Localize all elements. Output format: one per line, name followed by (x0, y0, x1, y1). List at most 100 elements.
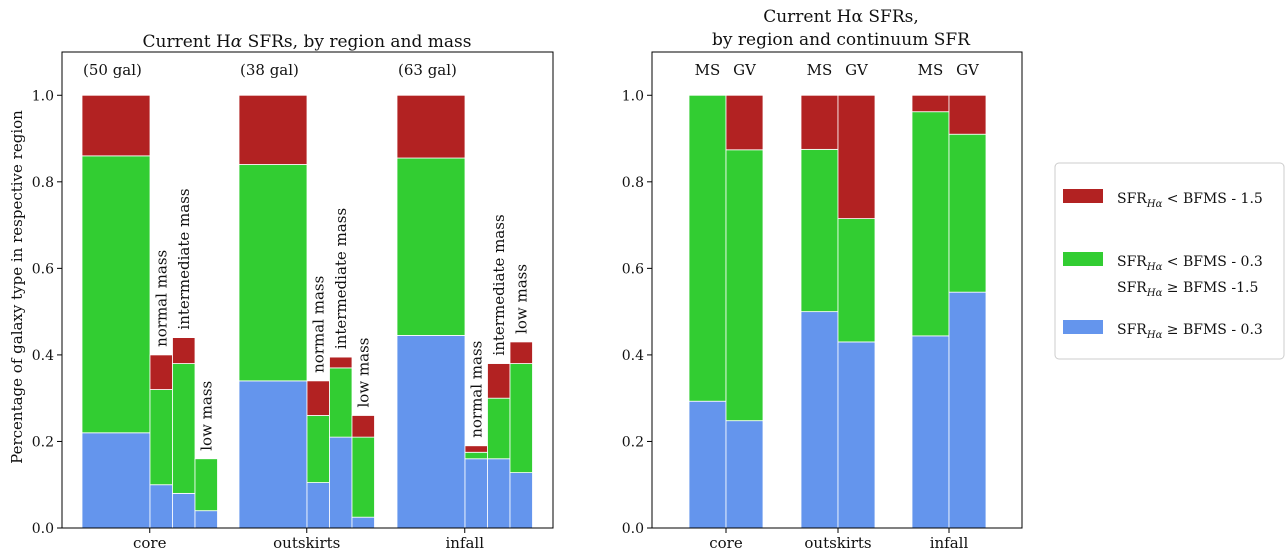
bar-core-normal-mass-segment-between-bfms-0.3-and-1.5 (149, 389, 173, 486)
bar-infall-all-segment-above-bfms-0.3 (396, 335, 466, 529)
y-tick-label: 1.0 (622, 88, 644, 104)
y-tick-label: 0.8 (32, 175, 54, 191)
sub-bar-label: GV (845, 61, 869, 79)
bar-outskirts-MS-segment-above-bfms-0.3 (800, 311, 839, 529)
bar-core-all-segment-above-bfms-0.3 (81, 432, 151, 529)
legend-label: SFRHα < BFMS - 1.5 (1117, 191, 1263, 210)
bar-core-intermediate-mass-segment-below-bfms-1.5 (172, 337, 196, 364)
annotations: (50 gal)normal mass intermediate masslow … (83, 61, 530, 451)
bar-core-normal-mass-segment-below-bfms-1.5 (149, 354, 173, 390)
bar-core-GV-segment-below-bfms-1.5 (725, 94, 764, 151)
bar-outskirts-all-segment-above-bfms-0.3 (238, 380, 308, 529)
bar-outskirts-normal-mass-segment-above-bfms-0.3 (306, 482, 330, 529)
bar-outskirts-MS-segment-between-bfms-0.3-and-1.5 (800, 148, 839, 313)
bar-core-all-segment-between-bfms-0.3-and-1.5 (81, 155, 151, 434)
sub-bar-label: intermediate mass (175, 188, 193, 329)
group-count-label: (63 gal) (398, 61, 457, 79)
bar-core-MS-segment-above-bfms-0.3 (688, 400, 727, 529)
x-tick-label: outskirts (804, 534, 871, 549)
bar-infall-MS-segment-between-bfms-0.3-and-1.5 (911, 111, 950, 337)
bar-outskirts-normal-mass-segment-between-bfms-0.3-and-1.5 (306, 415, 330, 483)
bar-core-low-mass-segment-above-bfms-0.3 (194, 510, 218, 529)
chart-title-line-2: by region and continuum SFR (712, 30, 971, 50)
annotations: MS GV MS GV MS GV (695, 61, 980, 79)
chart-panel-by-mass: Current Hα SFRs, by region and mass Perc… (8, 32, 554, 549)
bar-infall-low-mass-segment-above-bfms-0.3 (509, 472, 533, 529)
bar-outskirts-GV-segment-between-bfms-0.3-and-1.5 (837, 218, 876, 343)
bar-outskirts-MS-segment-below-bfms-1.5 (800, 94, 839, 150)
bar-infall-GV-segment-below-bfms-1.5 (948, 94, 987, 135)
bar-outskirts-low-mass-segment-above-bfms-0.3 (351, 516, 375, 529)
bar-outskirts-all-segment-between-bfms-0.3-and-1.5 (238, 164, 308, 382)
bar-infall-intermediate-mass-segment-below-bfms-1.5 (487, 363, 511, 399)
x-tick-label: core (709, 534, 743, 549)
sub-bar-label: low mass (197, 381, 215, 451)
bar-infall-low-mass-segment-between-bfms-0.3-and-1.5 (509, 363, 533, 474)
bar-outskirts-GV-segment-above-bfms-0.3 (837, 341, 876, 529)
bar-infall-all-segment-between-bfms-0.3-and-1.5 (396, 157, 466, 336)
legend-swatch (1063, 320, 1103, 334)
y-axis-label: Percentage of galaxy type in respective … (8, 110, 26, 464)
chart-panel-by-continuum-sfr: Current Hα SFRs, by region and continuum… (622, 7, 1023, 549)
y-tick-label: 0.6 (622, 261, 644, 277)
sub-bar-label: MS (807, 61, 833, 79)
x-tick-label: infall (445, 534, 484, 549)
legend-label: SFRHα ≥ BFMS - 0.3 (1117, 322, 1263, 341)
legend-label: SFRHα < BFMS - 0.3 (1117, 254, 1263, 273)
bar-outskirts-low-mass-segment-between-bfms-0.3-and-1.5 (351, 436, 375, 518)
plot-frame (61, 51, 554, 529)
sub-bar-label: normal mass (467, 341, 485, 438)
y-tick-label: 0.0 (622, 521, 644, 537)
bar-outskirts-all-segment-below-bfms-1.5 (238, 94, 308, 165)
y-tick-label: 1.0 (32, 88, 54, 104)
bars (81, 94, 533, 529)
bar-outskirts-intermediate-mass-segment-between-bfms-0.3-and-1.5 (329, 367, 353, 438)
y-tick-label: 0.4 (32, 348, 54, 364)
bar-outskirts-intermediate-mass-segment-above-bfms-0.3 (329, 436, 353, 529)
group-count-label: (38 gal) (240, 61, 299, 79)
y-tick-label: 0.2 (622, 434, 644, 450)
sub-bar-label: GV (956, 61, 980, 79)
y-tick-label: 0.4 (622, 348, 644, 364)
bar-infall-MS-segment-below-bfms-1.5 (911, 94, 950, 113)
x-tick-label: outskirts (273, 534, 340, 549)
chart-title: Current Hα SFRs, by region and mass (143, 32, 472, 52)
y-tick-label: 0.6 (32, 261, 54, 277)
bar-infall-all-segment-below-bfms-1.5 (396, 94, 466, 159)
sub-bar-label: normal mass (152, 250, 170, 347)
y-tick-label: 0.2 (32, 434, 54, 450)
bar-core-GV-segment-between-bfms-0.3-and-1.5 (725, 149, 764, 422)
y-tick-label: 0.8 (622, 175, 644, 191)
sub-bar-label: GV (733, 61, 757, 79)
bar-infall-intermediate-mass-segment-between-bfms-0.3-and-1.5 (487, 397, 511, 460)
bar-infall-normal-mass-segment-above-bfms-0.3 (464, 458, 488, 529)
bar-outskirts-intermediate-mass-segment-below-bfms-1.5 (329, 356, 353, 369)
sub-bar-label: low mass (512, 264, 530, 334)
legend-swatch (1063, 189, 1103, 203)
bar-infall-MS-segment-above-bfms-0.3 (911, 335, 950, 529)
sub-bar-label: MS (695, 61, 721, 79)
bar-core-MS-segment-between-bfms-0.3-and-1.5 (688, 94, 727, 402)
axes: core outskirts infall 0.0 0.2 0.4 0.6 0.8 1.0 (622, 51, 1023, 549)
sub-bar-label: normal mass (309, 276, 327, 373)
bar-core-GV-segment-above-bfms-0.3 (725, 420, 764, 529)
bar-outskirts-GV-segment-below-bfms-1.5 (837, 94, 876, 219)
bar-core-low-mass-segment-between-bfms-0.3-and-1.5 (194, 458, 218, 512)
axes: core outskirts infall 0.0 0.2 0.4 0.6 0.8 1.0 (32, 51, 554, 549)
chart-title-line-1: Current Hα SFRs, (763, 7, 919, 27)
bar-outskirts-normal-mass-segment-below-bfms-1.5 (306, 380, 330, 416)
bars (688, 94, 987, 529)
bar-infall-GV-segment-above-bfms-0.3 (948, 291, 987, 529)
bar-core-all-segment-below-bfms-1.5 (81, 94, 151, 157)
bar-infall-normal-mass-segment-below-bfms-1.5 (464, 445, 488, 453)
sub-bar-label: intermediate mass (490, 214, 508, 355)
bar-infall-normal-mass-segment-between-bfms-0.3-and-1.5 (464, 451, 488, 460)
sub-bar-label: intermediate mass (332, 208, 350, 349)
bar-core-intermediate-mass-segment-above-bfms-0.3 (172, 492, 196, 529)
bar-outskirts-low-mass-segment-below-bfms-1.5 (351, 415, 375, 438)
bar-core-intermediate-mass-segment-between-bfms-0.3-and-1.5 (172, 363, 196, 494)
x-tick-label: infall (930, 534, 969, 549)
bar-infall-low-mass-segment-below-bfms-1.5 (509, 341, 533, 364)
bar-infall-intermediate-mass-segment-above-bfms-0.3 (487, 458, 511, 529)
